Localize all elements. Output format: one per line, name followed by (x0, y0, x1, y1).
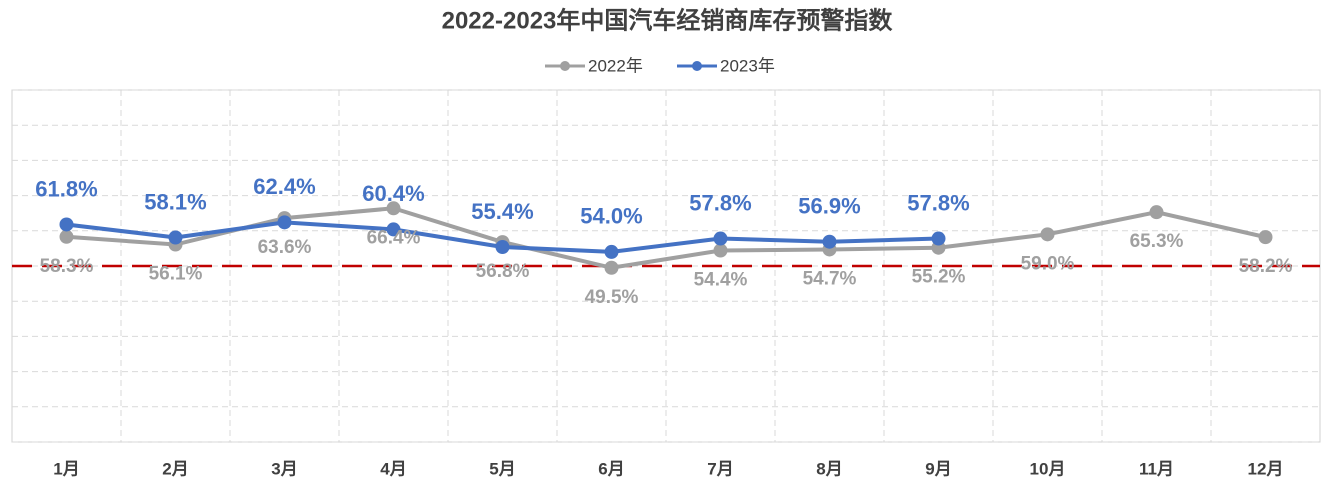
data-label: 66.4% (367, 227, 421, 248)
x-tick-label: 9月 (925, 459, 951, 478)
data-label: 59.0% (1021, 253, 1075, 274)
data-label: 61.8% (35, 176, 97, 201)
data-label: 62.4% (253, 174, 315, 199)
x-tick-label: 5月 (489, 459, 515, 478)
data-point (1149, 205, 1164, 220)
x-tick-label: 11月 (1139, 459, 1174, 478)
data-label: 57.8% (907, 190, 969, 215)
data-label: 54.4% (694, 270, 748, 291)
data-point (713, 231, 728, 246)
x-tick-label: 4月 (380, 459, 406, 478)
x-tick-label: 8月 (816, 459, 842, 478)
data-point (604, 244, 619, 259)
data-label: 60.4% (362, 181, 424, 206)
data-point (59, 217, 74, 232)
data-point (604, 260, 619, 275)
x-tick-label: 3月 (271, 459, 297, 478)
data-point (1040, 227, 1055, 242)
chart-title: 2022-2023年中国汽车经销商库存预警指数 (442, 6, 894, 34)
x-tick-label: 10月 (1030, 459, 1066, 478)
data-point (59, 229, 74, 244)
x-tick-label: 7月 (707, 459, 733, 478)
x-tick-label: 12月 (1248, 459, 1284, 478)
data-label: 54.7% (803, 268, 857, 289)
data-label: 58.3% (40, 256, 94, 277)
data-label: 65.3% (1130, 231, 1184, 252)
data-label: 56.8% (476, 261, 530, 282)
legend-marker (560, 61, 570, 71)
data-point (1258, 230, 1273, 245)
data-point (713, 243, 728, 258)
x-tick-label: 2月 (162, 459, 188, 478)
x-tick-label: 1月 (53, 459, 79, 478)
data-label: 58.1% (144, 189, 206, 214)
data-point (495, 239, 510, 254)
data-label: 55.2% (912, 267, 966, 288)
data-point (386, 222, 401, 237)
data-label: 49.5% (585, 287, 639, 308)
data-point (931, 231, 946, 246)
data-label: 63.6% (258, 237, 312, 258)
legend-marker (692, 61, 702, 71)
data-point (822, 234, 837, 249)
legend-label: 2022年 (588, 56, 643, 75)
data-label: 57.8% (689, 190, 751, 215)
legend-label: 2023年 (720, 56, 775, 75)
data-label: 56.1% (149, 264, 203, 285)
data-point (168, 230, 183, 245)
data-point (386, 201, 401, 216)
series-line (66, 206, 1266, 270)
data-point (277, 215, 292, 230)
data-label: 56.9% (798, 194, 860, 219)
data-label: 54.0% (580, 204, 642, 229)
x-tick-label: 6月 (598, 459, 624, 478)
data-label: 58.2% (1239, 256, 1293, 277)
data-label: 55.4% (471, 199, 533, 224)
